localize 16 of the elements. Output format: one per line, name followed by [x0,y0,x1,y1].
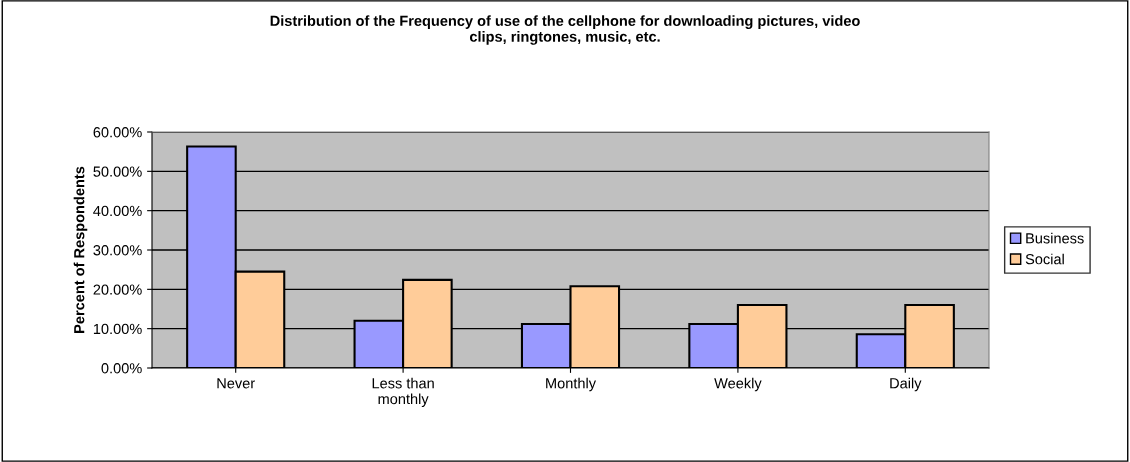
y-tick-label: 30.00% [93,245,142,256]
x-tick-label: Less than monthly [372,377,434,408]
x-tick-label: Monthly [546,377,597,392]
y-tick-label: 10.00% [93,323,142,335]
x-tick-label: Never [217,378,255,389]
x-tick-label: Daily [890,377,922,392]
y-tick-label: 20.00% [93,284,142,295]
y-tick-label: 60.00% [93,127,142,138]
y-tick-label: 0.00% [101,363,142,374]
legend-label: Business [1026,232,1084,244]
y-axis-title: Percent of Respondents [73,166,88,333]
legend-label: Social [1025,253,1064,265]
y-tick-label: 40.00% [93,205,142,217]
y-tick-label: 50.00% [93,166,142,177]
x-tick-label: Weekly [714,377,762,392]
chart-title: Distribution of the Frequency of use of the cellphone for downloading pictures, video clips, ringtones, music, etc. [270,15,860,45]
